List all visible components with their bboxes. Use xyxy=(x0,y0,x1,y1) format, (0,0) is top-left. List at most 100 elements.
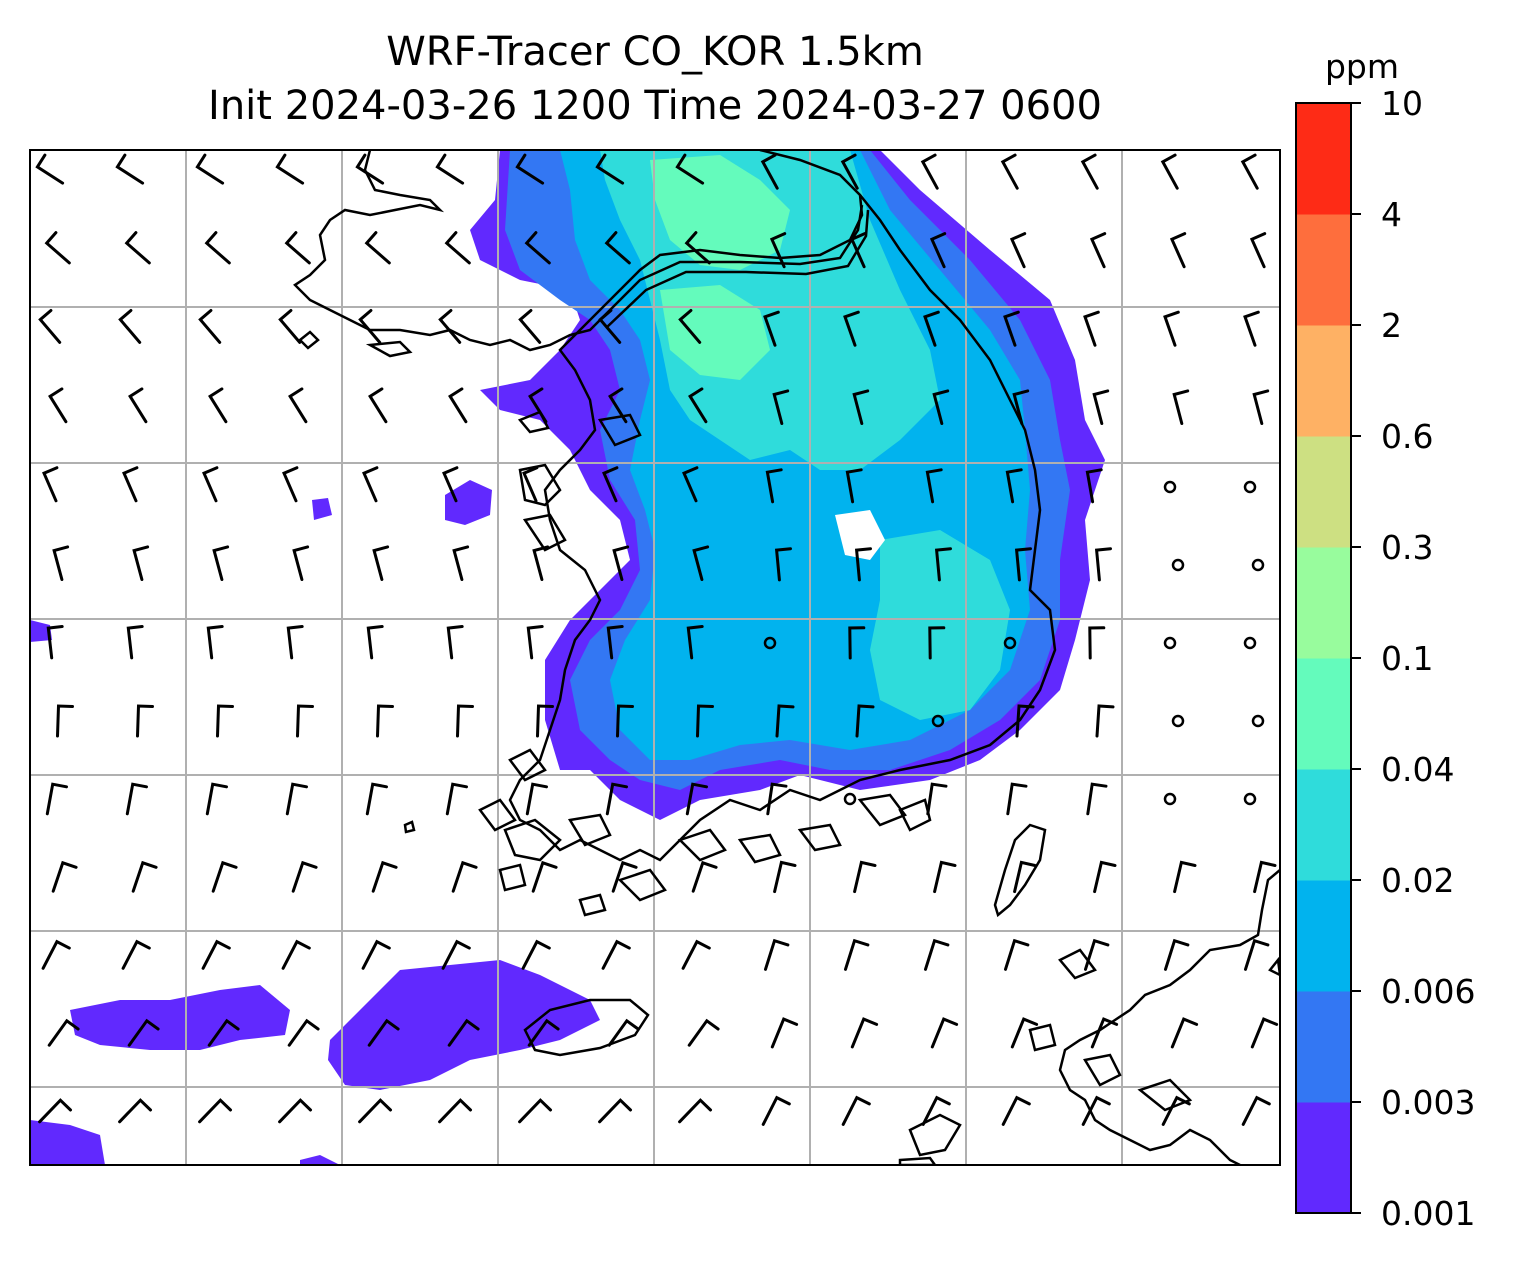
wind-barb xyxy=(528,387,548,424)
wind-barb xyxy=(208,387,228,424)
wind-barb xyxy=(1001,1095,1031,1126)
colorbar-segment xyxy=(1296,991,1351,1103)
wind-barb xyxy=(921,1095,951,1126)
wind-barb xyxy=(201,939,231,970)
colorbar-tick-label: 0.001 xyxy=(1381,1194,1475,1233)
wind-barb xyxy=(121,939,151,970)
wind-barb-calm xyxy=(1243,636,1257,650)
wind-barb xyxy=(682,466,699,503)
wind-barb xyxy=(761,1095,791,1126)
wind-barb xyxy=(598,309,622,344)
wind-barb xyxy=(849,232,867,269)
wind-barb xyxy=(296,704,314,738)
wind-barb-calm xyxy=(931,714,945,728)
wind-barb xyxy=(1252,389,1270,425)
co-patch-sw xyxy=(30,1120,105,1165)
wind-barb xyxy=(1085,468,1103,504)
wind-barb xyxy=(760,153,779,190)
colorbar-tick-label: 0.6 xyxy=(1381,417,1433,456)
wind-barb xyxy=(1005,468,1023,504)
wind-barb xyxy=(202,466,219,503)
wind-barb xyxy=(607,1018,640,1047)
coastline-tsushima xyxy=(993,823,1047,918)
wind-barb xyxy=(38,309,62,344)
wind-barb xyxy=(358,309,382,344)
wind-barb xyxy=(770,1017,799,1049)
wind-barb xyxy=(850,1017,879,1049)
wind-barb xyxy=(678,1098,712,1124)
wind-barb xyxy=(929,232,947,269)
colorbar-tick-label: 2 xyxy=(1381,306,1402,345)
co-band-5 xyxy=(650,155,790,270)
wind-barb xyxy=(204,231,231,265)
colorbar-tick-label: 0.04 xyxy=(1381,750,1454,789)
wind-barb xyxy=(125,782,148,816)
wind-barb xyxy=(845,468,863,504)
wind-barb xyxy=(1253,860,1277,894)
wind-barb xyxy=(932,389,950,425)
wind-barb xyxy=(934,547,952,582)
colorbar-ticks: 0.001 0.003 0.006 0.02 0.04 0.1 0.3 0.6 2 4 10 xyxy=(1351,84,1475,1233)
wind-barb-calm xyxy=(1163,636,1177,650)
wind-barb xyxy=(843,310,860,347)
coastline-jeju xyxy=(523,998,650,1057)
wind-barb xyxy=(56,704,74,738)
wind-barb xyxy=(131,860,158,893)
wind-barb xyxy=(608,387,628,424)
wind-barb xyxy=(840,153,859,190)
colorbar-tick-label: 4 xyxy=(1381,195,1402,234)
wind-barb xyxy=(527,1018,560,1047)
wind-barb xyxy=(448,387,468,424)
wind-barb xyxy=(41,939,71,970)
wind-barb xyxy=(216,704,234,738)
wind-barb xyxy=(848,626,866,660)
wind-barb xyxy=(684,231,711,265)
wind-barb xyxy=(1095,704,1115,738)
coastline-japan xyxy=(1058,869,1280,1165)
wind-barb xyxy=(691,860,718,893)
wind-barb xyxy=(48,387,68,424)
wind-barb xyxy=(601,939,631,970)
wind-barb xyxy=(602,466,619,503)
wind-barb xyxy=(1169,232,1187,269)
wind-barb xyxy=(1090,1017,1119,1049)
wind-barb xyxy=(355,153,385,185)
colorbar-segment xyxy=(1296,214,1351,326)
wind-barb-calm xyxy=(1003,636,1017,650)
wind-barb xyxy=(524,231,551,265)
colorbar-tick-label: 0.006 xyxy=(1381,972,1475,1011)
wind-barb xyxy=(281,939,311,970)
wind-barb xyxy=(1000,153,1019,190)
wind-barb xyxy=(1004,938,1030,971)
wind-barb xyxy=(841,1095,871,1126)
wind-barb xyxy=(367,1018,400,1047)
co-patch-w2 xyxy=(30,620,52,642)
map-frame xyxy=(29,149,1281,1166)
wind-barb xyxy=(1084,938,1110,971)
wind-barb xyxy=(446,625,464,660)
wind-barb xyxy=(844,938,870,971)
wind-barb xyxy=(536,704,554,738)
colorbar-segment xyxy=(1296,325,1351,437)
wind-barb xyxy=(195,153,225,185)
colorbar-tick-label: 0.02 xyxy=(1381,861,1454,900)
wind-barb xyxy=(38,1098,72,1124)
wind-barb xyxy=(42,466,59,503)
co-patch-south-1 xyxy=(70,985,290,1050)
wind-barb xyxy=(435,153,465,185)
wind-barb xyxy=(772,389,790,425)
co-patch-w1 xyxy=(445,480,492,525)
wind-barb xyxy=(207,1018,240,1047)
wind-barb xyxy=(1161,1095,1191,1126)
co-patch-s3 xyxy=(300,1155,340,1165)
colorbar-tick-label: 0.003 xyxy=(1381,1083,1475,1122)
coastlines xyxy=(293,150,1280,1165)
wind-barb xyxy=(358,1098,392,1124)
wind-barb xyxy=(136,704,154,738)
colorbar-segment xyxy=(1296,658,1351,770)
wind-barb xyxy=(696,704,714,738)
wind-barb xyxy=(442,466,459,503)
coastline-northwest xyxy=(293,150,601,352)
wind-barb xyxy=(211,860,238,893)
wind-barb xyxy=(1080,153,1099,190)
